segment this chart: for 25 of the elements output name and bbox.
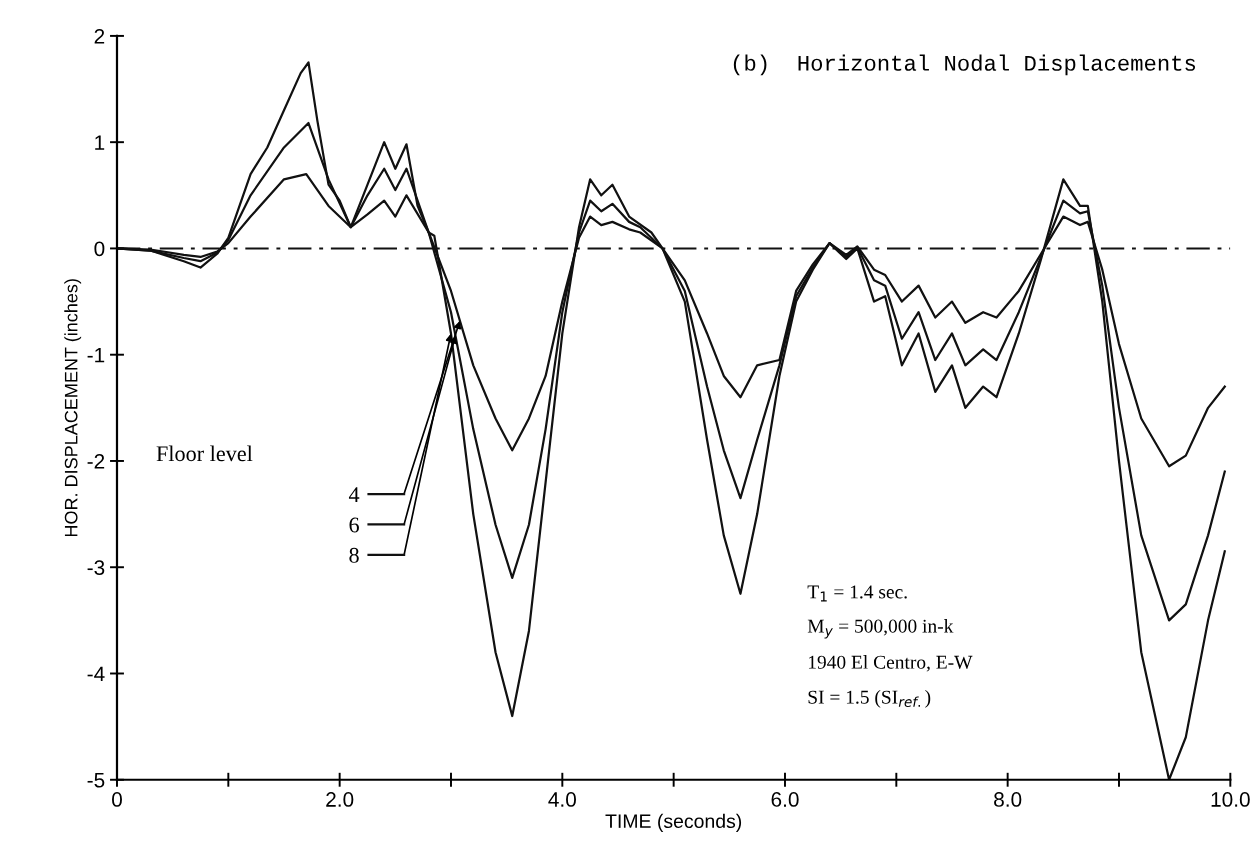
- annotation: 1940 El Centro, E-W: [808, 655, 973, 672]
- y-tick-label: 1: [95, 135, 105, 150]
- x-tick-label: 10.0: [1211, 792, 1250, 807]
- y-tick-label: -2: [87, 453, 105, 469]
- x-tick-label: 6.0: [771, 792, 799, 807]
- legend-label: 8: [349, 547, 359, 563]
- legend-title: Floor level: [156, 445, 253, 462]
- annotation: M$_{y}$ = 500,000 in-k: [807, 619, 954, 639]
- x-tick-label: 0: [112, 792, 122, 807]
- x-axis-title: TIME (seconds): [605, 813, 742, 832]
- y-tick-label: -4: [87, 666, 105, 682]
- y-tick-label: -3: [87, 560, 105, 575]
- text: (b) Horizontal Nodal Displacements: [733, 54, 1196, 76]
- annotation: SI = 1.5 (SI$_{ref.}$): [808, 690, 931, 708]
- annotation: T$_{1}$ = 1.4 sec.: [807, 585, 907, 602]
- y-tick-label: -1: [87, 347, 105, 363]
- y-axis-title: HOR. DISPLACEMENT (inches): [64, 279, 82, 537]
- y-tick-label: 2: [94, 28, 105, 44]
- x-tick-label: 4.0: [548, 792, 576, 807]
- x-tick-label: 8.0: [994, 792, 1022, 807]
- y-tick-label: 0: [94, 241, 105, 257]
- y-tick-label: -5: [87, 772, 105, 788]
- legend-label: 4: [348, 487, 360, 502]
- legend-label: 6: [349, 517, 359, 533]
- x-tick-label: 2.0: [326, 792, 354, 807]
